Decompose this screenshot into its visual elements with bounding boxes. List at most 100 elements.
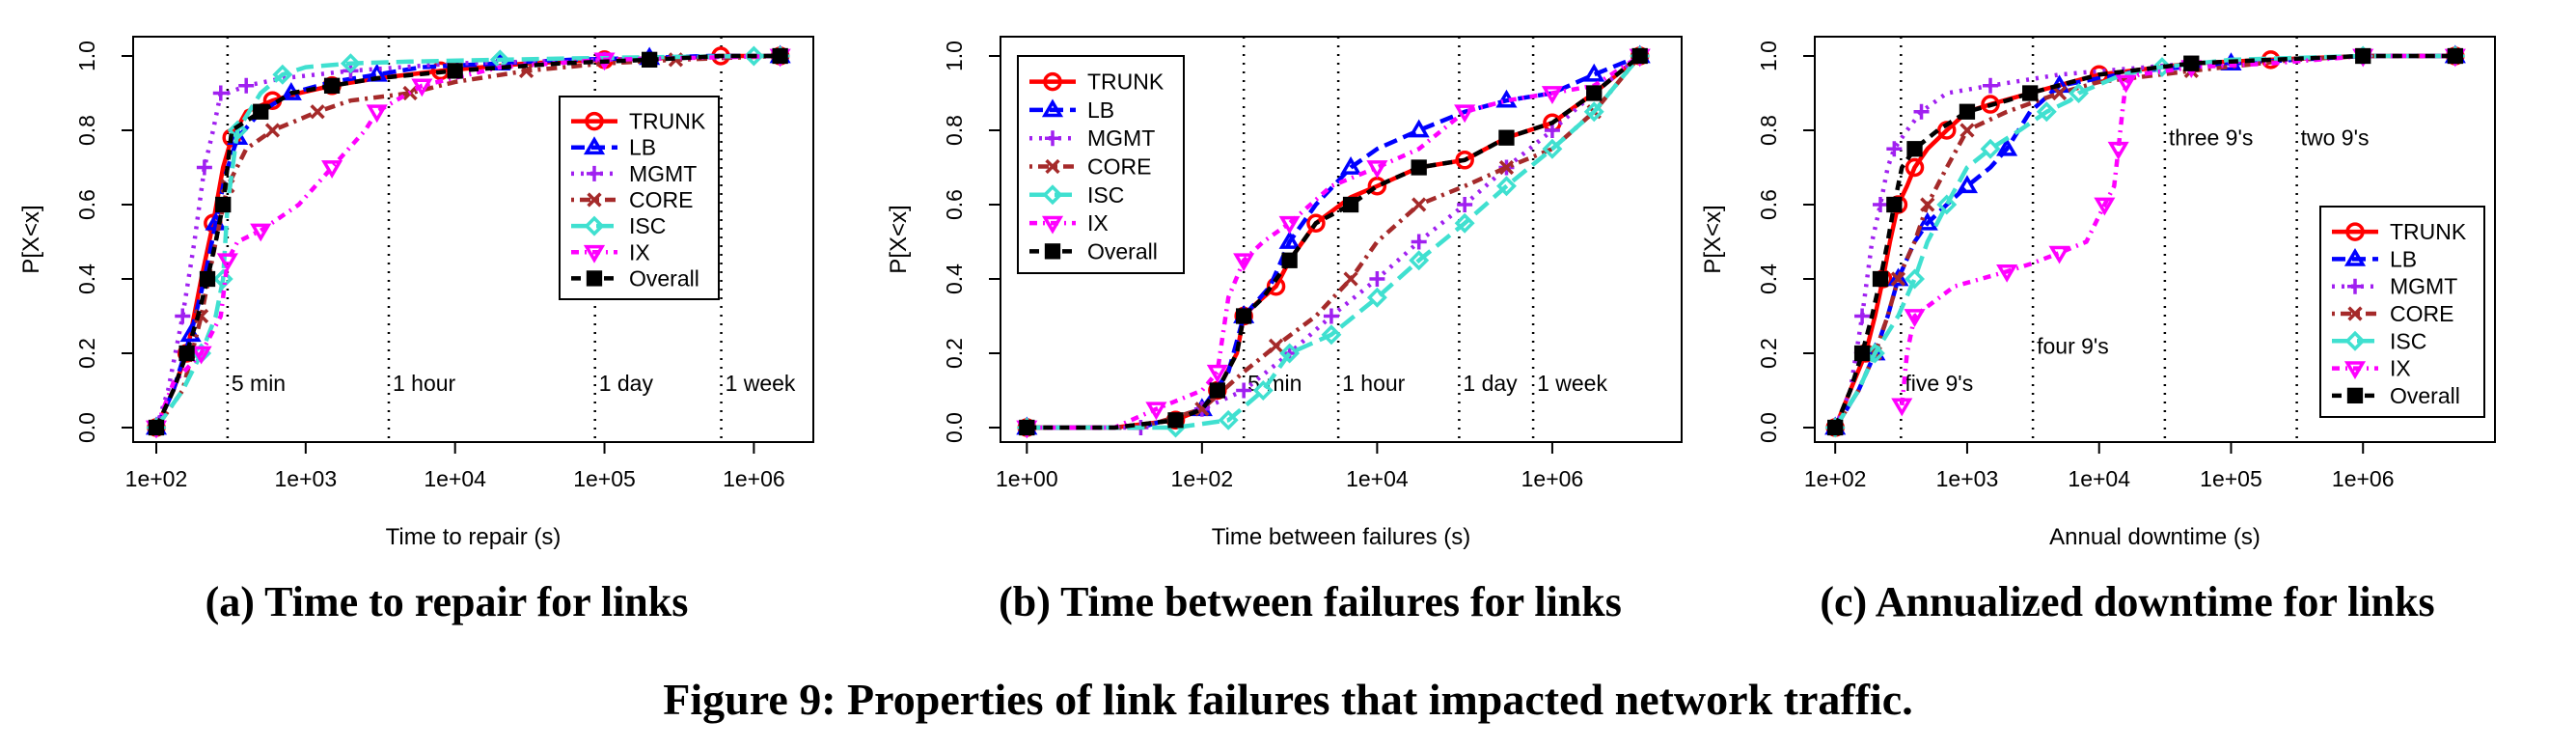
data-point xyxy=(2051,85,2068,101)
chart-c: five 9's four 9's three 9's two 9's 0.0 0.2 0.… xyxy=(1700,36,2496,625)
data-point xyxy=(1340,156,1362,175)
data-point xyxy=(1236,308,1252,324)
data-point xyxy=(743,45,764,67)
plot-frame xyxy=(1814,36,2496,443)
x-tick-label: 1e+04 xyxy=(2068,466,2130,491)
x-tick-label: 1e+04 xyxy=(424,466,486,491)
data-point xyxy=(447,63,463,79)
data-point xyxy=(1996,264,2018,283)
data-point xyxy=(2036,101,2057,123)
legend-marker xyxy=(1043,71,1062,92)
reference-line-label: 1 day xyxy=(1463,371,1518,396)
chart-a: 5 min 1 hour 1 day 1 week 0.0 0.2 0.4 0.6 0.8 1.0… xyxy=(18,36,814,625)
data-point xyxy=(1281,252,1298,268)
data-point xyxy=(1321,324,1342,346)
data-point xyxy=(1495,176,1517,197)
legend-label: TRUNK xyxy=(2390,219,2467,244)
reference-line-label: four 9's xyxy=(2037,333,2109,358)
data-point xyxy=(1366,287,1387,308)
reference-line-label: 1 day xyxy=(599,371,654,396)
series-line-isc xyxy=(154,53,781,430)
data-point xyxy=(2447,47,2463,65)
x-tick-label: 1e+00 xyxy=(996,466,1058,491)
series-line-ix xyxy=(1900,53,2455,406)
series-markers-overall xyxy=(1019,47,1648,436)
data-point xyxy=(1913,103,1930,120)
data-point xyxy=(1233,253,1255,272)
data-point xyxy=(2048,245,2070,264)
y-axis-title: P[X<x] xyxy=(18,205,44,273)
data-point xyxy=(1281,346,1298,361)
data-point xyxy=(641,51,658,69)
data-point xyxy=(1145,402,1167,421)
panels: 5 min 1 hour 1 day 1 week 0.0 0.2 0.4 0.6 0.8 1.0… xyxy=(18,36,2496,625)
series-line-isc xyxy=(1027,54,1642,430)
data-point xyxy=(216,253,238,272)
legend-marker xyxy=(1041,98,1064,118)
x-axis-title: Time to repair (s) xyxy=(386,524,562,550)
data-point xyxy=(1886,196,1903,213)
data-point xyxy=(196,159,212,176)
reference-line-label: 1 hour xyxy=(1342,371,1406,396)
data-point xyxy=(1454,212,1475,234)
data-point xyxy=(1343,271,1358,287)
series-markers-overall xyxy=(148,47,788,436)
x-tick-label: 1e+05 xyxy=(2200,466,2262,491)
data-point xyxy=(212,268,233,290)
data-point xyxy=(1366,160,1388,179)
legend-marker xyxy=(2347,306,2363,321)
y-tick-label: 1.0 xyxy=(942,41,967,71)
data-point xyxy=(1498,129,1515,146)
data-point xyxy=(1544,123,1560,138)
y-tick-label: 1.0 xyxy=(1756,41,1781,71)
y-tick-label: 0.8 xyxy=(74,115,99,146)
x-tick-label: 1e+02 xyxy=(1171,466,1234,491)
y-tick-label: 0.0 xyxy=(1756,412,1781,443)
y-tick-label: 0.4 xyxy=(74,264,99,294)
x-tick-label: 1e+06 xyxy=(1521,466,1584,491)
y-tick-label: 0.0 xyxy=(74,412,99,443)
data-point xyxy=(1872,270,1889,288)
data-point xyxy=(1905,157,1925,178)
data-point xyxy=(1209,382,1225,399)
data-point xyxy=(1959,103,1976,120)
data-point xyxy=(1583,63,1605,82)
data-point xyxy=(272,64,293,85)
data-point xyxy=(1959,123,1975,138)
reference-line-label: five 9's xyxy=(1905,371,1973,396)
data-point xyxy=(772,47,788,65)
legend-label: ISC xyxy=(2390,328,2426,353)
figure-caption: Figure 9: Properties of link failures th… xyxy=(663,675,1912,724)
legend-label: MGMT xyxy=(2390,274,2457,299)
legend-marker xyxy=(1041,215,1064,235)
data-point xyxy=(1408,119,1430,138)
reference-line-label: 1 week xyxy=(1537,371,1607,396)
legend-marker xyxy=(583,244,606,264)
legend-marker xyxy=(2345,222,2365,241)
data-point xyxy=(1983,77,1999,94)
data-point xyxy=(1873,197,1889,212)
legend-marker xyxy=(585,111,604,131)
y-tick-label: 0.8 xyxy=(942,115,967,146)
x-tick-label: 1e+06 xyxy=(723,466,785,491)
series-line-overall xyxy=(1833,53,2455,429)
data-point xyxy=(1906,141,1923,157)
y-tick-label: 0.4 xyxy=(942,264,967,294)
legend-label: MGMT xyxy=(1087,125,1155,151)
data-point xyxy=(1542,138,1563,159)
legend-marker xyxy=(2343,247,2367,266)
legend-label: ISC xyxy=(1087,182,1124,208)
data-point xyxy=(175,308,191,324)
data-point xyxy=(1853,345,1871,362)
y-tick-label: 0.2 xyxy=(1756,338,1781,369)
data-point xyxy=(1541,86,1563,104)
series-line-overall xyxy=(153,53,781,429)
series-markers-overall xyxy=(1827,47,2463,436)
legend-label: Overall xyxy=(1087,238,1158,264)
data-point xyxy=(1586,85,1603,101)
y-tick-label: 0.0 xyxy=(942,412,967,443)
legend-marker xyxy=(1044,243,1061,260)
